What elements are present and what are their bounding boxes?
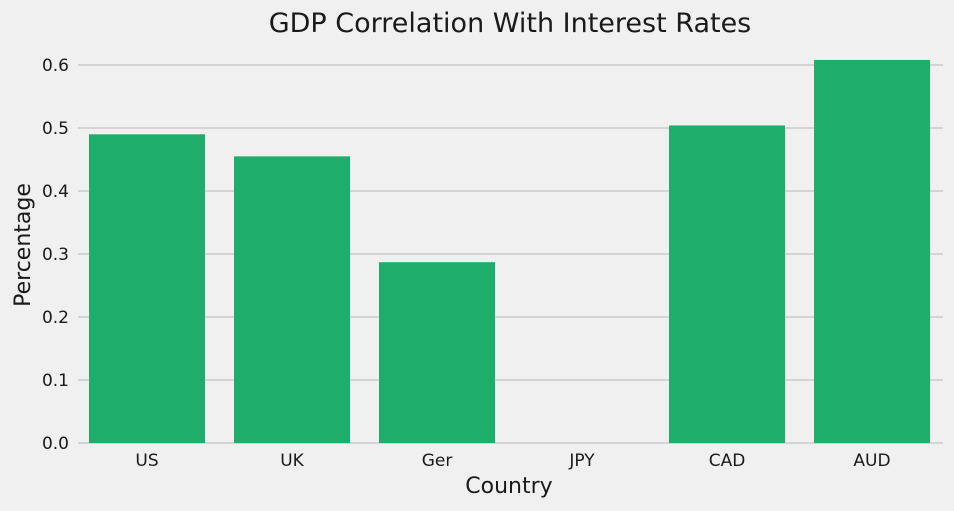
bar-aud: [814, 59, 930, 444]
x-tick-label: US: [135, 451, 158, 471]
y-axis-label: Percentage: [11, 183, 36, 307]
bar-uk: [234, 156, 350, 443]
y-tick-label: 0.3: [42, 245, 69, 265]
y-tick-label: 0.1: [42, 371, 69, 391]
y-tick-label: 0.2: [42, 308, 69, 328]
chart-title: GDP Correlation With Interest Rates: [269, 8, 752, 39]
y-tick-label: 0.4: [42, 182, 69, 202]
y-axis-ticks: 0.0 0.1 0.2 0.3 0.4 0.5 0.6: [42, 56, 69, 454]
gridlines: [78, 64, 943, 444]
x-tick-label: JPY: [568, 451, 595, 471]
x-axis-label: Country: [465, 474, 552, 499]
x-tick-label: CAD: [709, 451, 746, 471]
x-tick-label: Ger: [422, 451, 453, 471]
x-tick-label: AUD: [853, 451, 890, 471]
y-tick-label: 0.6: [42, 56, 69, 76]
x-axis-ticks: US UK Ger JPY CAD AUD: [135, 451, 890, 471]
bar-cad: [669, 125, 785, 443]
bar-ger: [379, 262, 495, 443]
bars: [89, 59, 930, 444]
x-tick-label: UK: [280, 451, 304, 471]
y-tick-label: 0.5: [42, 119, 69, 139]
y-tick-label: 0.0: [42, 434, 69, 454]
bar-us: [89, 134, 205, 444]
